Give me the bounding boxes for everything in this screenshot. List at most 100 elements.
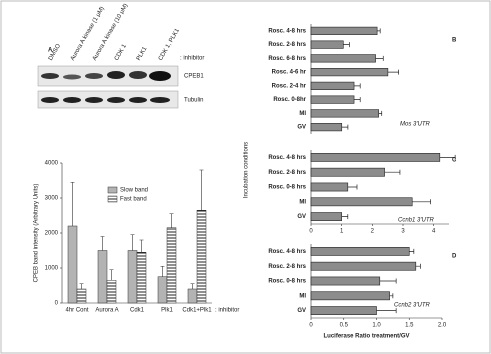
bar [157, 276, 168, 304]
y-tick-label: Rosc. 6-8 hrs [268, 56, 306, 62]
error-bar [130, 234, 135, 251]
bar [310, 68, 389, 77]
panel-letter: B [452, 38, 457, 44]
x-tick-label: Plk1 [161, 308, 173, 314]
x-tick-label: 0.5 [340, 323, 349, 329]
x-tick-label: 1.5 [405, 323, 414, 329]
error-bar [343, 42, 350, 48]
y-tick-label: 4000 [45, 161, 59, 167]
bar [310, 212, 342, 221]
x-tick-label: 4 [432, 229, 436, 235]
bar [310, 276, 381, 286]
y-tick-label: GV [297, 125, 306, 131]
y-tick-label: GV [297, 214, 306, 220]
band-label: CPEB1 [184, 74, 204, 80]
panel-letter: C [452, 158, 457, 164]
error-bar [377, 28, 381, 34]
y-tick-label: 1000 [45, 266, 59, 272]
error-bar [354, 97, 361, 103]
error-bar [439, 154, 456, 160]
x-tick-label: 1.0 [372, 323, 381, 329]
x-axis-label: Luciferase Ratio treatment/GV [323, 334, 409, 340]
error-bar [160, 265, 165, 277]
bar [310, 109, 379, 118]
error-bar [412, 199, 431, 205]
y-axis-label: Incubation conditions [244, 142, 250, 198]
y-tick-label: Rosc. 0-8hr [273, 97, 306, 103]
legend-label: Slow band [120, 188, 148, 194]
error-bar [354, 83, 361, 89]
bar [310, 153, 441, 162]
bar [196, 210, 207, 304]
x-tick-label: 0 [309, 323, 313, 329]
legend-label: Fast band [120, 197, 147, 203]
x-tick-label: 2 [371, 229, 375, 235]
y-tick-label: Rosc. 4-8 hrs [268, 249, 306, 255]
error-bar [415, 263, 421, 269]
gene-label: Ccnb2 3'UTR [394, 303, 430, 309]
y-tick-label: 2000 [45, 231, 59, 237]
error-bar [70, 181, 75, 226]
error-bar [389, 293, 394, 299]
error-bar [375, 55, 384, 61]
x-tick-label: 4hr Cont [65, 308, 88, 314]
y-tick-label: Rosc. 0-8 hrs [268, 185, 306, 191]
bar [166, 227, 177, 304]
error-bar [341, 124, 349, 130]
bar [310, 306, 377, 315]
bar [127, 250, 138, 304]
error-bar [378, 110, 383, 116]
gene-label: Ccnb1 3'UTR [398, 218, 434, 224]
error-bar [139, 239, 144, 253]
western-blot [37, 65, 179, 109]
error-bar [409, 248, 415, 254]
error-bar [100, 236, 105, 251]
bar [310, 54, 376, 63]
panel-letter: D [452, 254, 457, 260]
y-tick-label: MI [299, 293, 306, 299]
y-tick-label: GV [297, 308, 306, 314]
legend-swatch [107, 186, 118, 194]
bar [67, 225, 78, 304]
error-bar [109, 269, 114, 281]
bar [106, 280, 117, 304]
bar [310, 26, 378, 35]
error-bar [341, 214, 349, 220]
y-tick-label: Rosc. 4-8 hrs [268, 28, 306, 34]
x-tick-label: 0 [309, 229, 313, 235]
lane-note: : inhibitor [180, 56, 204, 62]
bar [310, 261, 417, 271]
bar [310, 95, 355, 104]
error-bar [379, 278, 397, 284]
x-tick-label: 1 [340, 229, 344, 235]
error-bar [384, 169, 401, 175]
panel-letter: A [48, 48, 53, 54]
y-tick-label: 0 [55, 301, 59, 307]
y-tick-label: Rosc. 0-8 hrs [268, 279, 306, 285]
gene-label: Mos 3'UTR [400, 122, 430, 128]
bar [310, 182, 349, 192]
x-tick-label: Aurora A [95, 308, 118, 314]
bar [187, 288, 198, 304]
bar [97, 250, 108, 304]
band-label: Tubulin [184, 98, 203, 104]
x-axis-note: : inhibitor [215, 308, 239, 314]
bar [310, 81, 355, 90]
bar [310, 197, 413, 207]
x-tick-label: Cdk1+Plk1 [182, 308, 212, 314]
error-bar [376, 308, 397, 314]
y-axis-label: CPEB band intensity (Arbitrary Units) [34, 184, 40, 283]
bar [310, 247, 410, 256]
legend-swatch [107, 195, 118, 203]
error-bar [347, 184, 358, 190]
y-tick-label: 3000 [45, 196, 59, 202]
error-bar [387, 69, 399, 75]
error-bar [169, 213, 174, 228]
x-tick-label: Cdk1 [130, 308, 145, 314]
y-tick-label: Rosc. 2-8 hrs [268, 42, 306, 48]
bar [136, 252, 147, 304]
y-tick-label: MI [299, 199, 306, 205]
y-tick-label: Rosc. 4-6 hr [272, 70, 307, 76]
bar [310, 123, 343, 132]
